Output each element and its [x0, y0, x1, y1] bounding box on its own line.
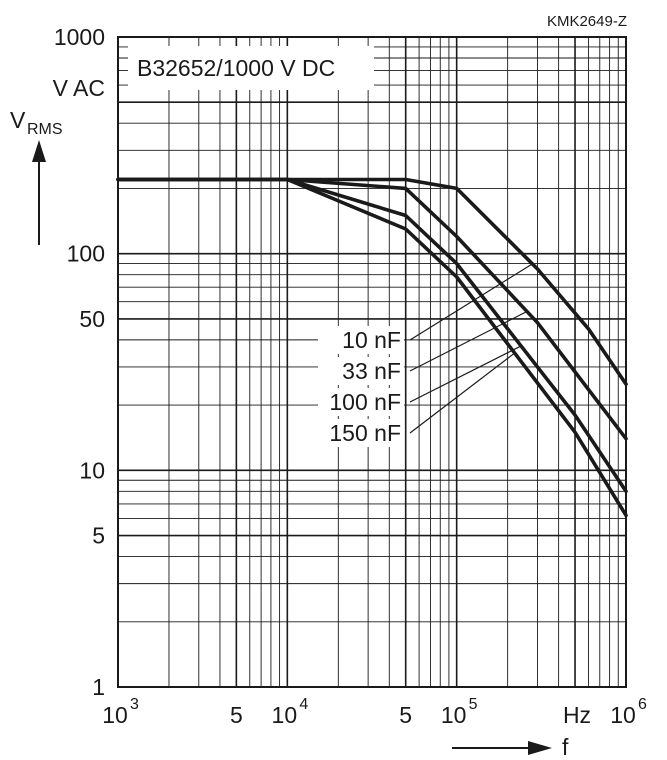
x-tick-labels: 10 3 5 10 4 5 10 5 10 6	[102, 696, 647, 728]
x-axis-arrow	[452, 741, 552, 755]
series-labels: 10 nF 33 nF 100 nF 150 nF	[318, 326, 404, 447]
x-tick-label: 10	[441, 702, 467, 728]
plot-frame	[117, 36, 627, 688]
x-unit-label: Hz	[563, 702, 591, 728]
x-tick-label: 10	[102, 702, 128, 728]
y-tick-label: 1000	[54, 24, 105, 50]
chart-title: B32652/1000 V DC	[137, 55, 335, 81]
series-label-bg	[318, 388, 404, 416]
series-line	[116, 177, 628, 518]
x-tick-exponent: 5	[469, 696, 478, 713]
series-lines	[116, 177, 628, 518]
x-tick-exponent: 4	[299, 696, 308, 713]
series-label: 150 nF	[329, 420, 401, 446]
x-tick-label: 5	[399, 702, 412, 728]
x-tick-exponent: 3	[130, 696, 139, 713]
leader-line	[409, 310, 528, 372]
leader-line	[409, 352, 516, 434]
x-tick-label: 10	[272, 702, 298, 728]
y-axis-label: V	[10, 107, 26, 133]
x-tick-exponent: 6	[638, 696, 647, 713]
series-label-bg	[318, 419, 404, 447]
series-label-bg	[318, 357, 404, 385]
series-label: 100 nF	[329, 389, 401, 415]
y-tick-label: 50	[79, 306, 105, 332]
legend-leader-lines	[409, 263, 533, 434]
x-axis-label: f	[562, 734, 569, 760]
figure-code: KMK2649-Z	[547, 13, 627, 30]
y-tick-label: 5	[92, 523, 105, 549]
y-axis-label-subscript: RMS	[27, 121, 63, 138]
y-tick-label: 10	[79, 457, 105, 483]
y-tick-labels: 1000 100 50 10 5 1	[54, 24, 105, 700]
y-tick-label: 1	[92, 674, 105, 700]
series-label-bg	[318, 326, 404, 354]
leader-line	[409, 263, 533, 341]
x-tick-label: 5	[230, 702, 243, 728]
series-label: 33 nF	[342, 358, 401, 384]
title-box	[128, 46, 374, 90]
series-label: 10 nF	[342, 327, 401, 353]
y-unit-label: V AC	[53, 75, 105, 101]
leader-line	[409, 345, 522, 403]
y-tick-label: 100	[67, 241, 105, 267]
y-axis-arrow	[32, 140, 46, 245]
x-tick-label: 10	[610, 702, 636, 728]
